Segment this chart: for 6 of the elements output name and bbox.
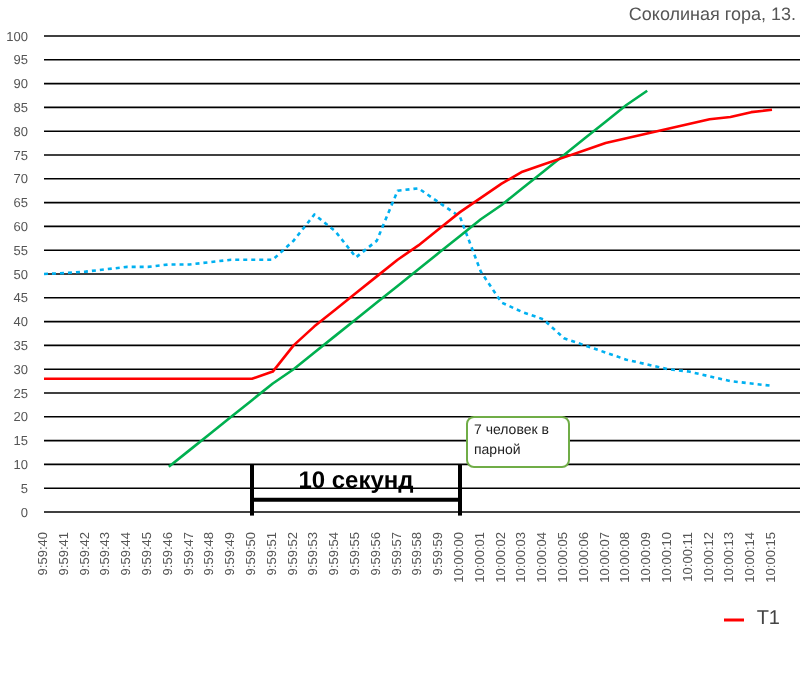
annotation: 10 секунд [296,466,416,495]
chart-title: Соколиная гора, 13. [628,4,796,24]
line-series [42,187,774,388]
line-series [167,89,649,469]
line-series [42,108,774,381]
legend-label: T1 [754,608,780,630]
